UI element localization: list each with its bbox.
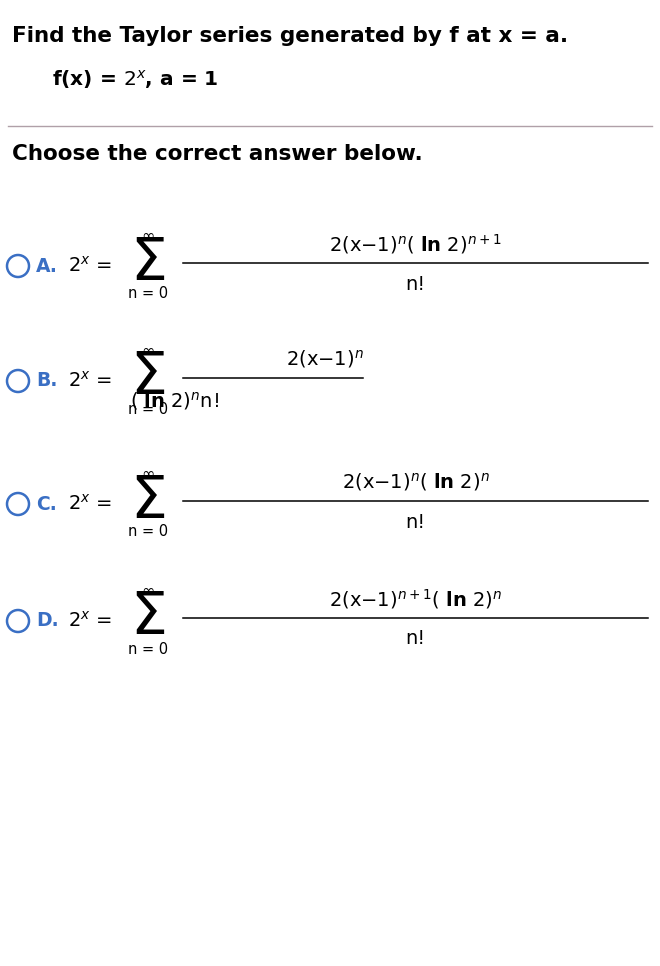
Text: n = 0: n = 0 (128, 641, 168, 657)
Text: n = 0: n = 0 (128, 525, 168, 539)
Text: 2(x$-$1)$^{n+1}$( $\mathbf{ln}$ 2)$^n$: 2(x$-$1)$^{n+1}$( $\mathbf{ln}$ 2)$^n$ (329, 587, 502, 611)
Text: C.: C. (36, 495, 57, 514)
Text: f(x) = $2^x$, a = 1: f(x) = $2^x$, a = 1 (52, 68, 218, 91)
Text: ( $\mathbf{ln}$ 2)$^n$n!: ( $\mathbf{ln}$ 2)$^n$n! (130, 390, 219, 412)
Text: Choose the correct answer below.: Choose the correct answer below. (12, 144, 423, 164)
Text: $\infty$: $\infty$ (141, 466, 155, 480)
Text: Find the Taylor series generated by f at x = a.: Find the Taylor series generated by f at… (12, 26, 568, 46)
Text: $2^x$ =: $2^x$ = (68, 611, 112, 631)
Text: $2^x$ =: $2^x$ = (68, 371, 112, 391)
Text: $\Sigma$: $\Sigma$ (131, 235, 166, 292)
Text: $\infty$: $\infty$ (141, 228, 155, 242)
Text: n = 0: n = 0 (128, 402, 168, 416)
Text: $2^x$ =: $2^x$ = (68, 256, 112, 276)
Text: n = 0: n = 0 (128, 287, 168, 301)
Text: $\Sigma$: $\Sigma$ (131, 472, 166, 529)
Text: n!: n! (405, 274, 426, 294)
Text: $2^x$ =: $2^x$ = (68, 494, 112, 514)
Text: 2(x$-$1)$^n$( $\mathbf{ln}$ 2)$^{n+1}$: 2(x$-$1)$^n$( $\mathbf{ln}$ 2)$^{n+1}$ (329, 232, 502, 256)
Text: $\infty$: $\infty$ (141, 582, 155, 598)
Text: B.: B. (36, 372, 57, 390)
Text: n!: n! (405, 513, 426, 531)
Text: 2(x$-$1)$^n$( $\mathbf{ln}$ 2)$^n$: 2(x$-$1)$^n$( $\mathbf{ln}$ 2)$^n$ (342, 471, 490, 493)
Text: 2(x$-$1)$^n$: 2(x$-$1)$^n$ (286, 348, 364, 370)
Text: $\infty$: $\infty$ (141, 343, 155, 357)
Text: n!: n! (405, 630, 426, 648)
Text: $\Sigma$: $\Sigma$ (131, 589, 166, 646)
Text: $\Sigma$: $\Sigma$ (131, 350, 166, 407)
Text: D.: D. (36, 611, 59, 631)
Text: A.: A. (36, 257, 58, 275)
